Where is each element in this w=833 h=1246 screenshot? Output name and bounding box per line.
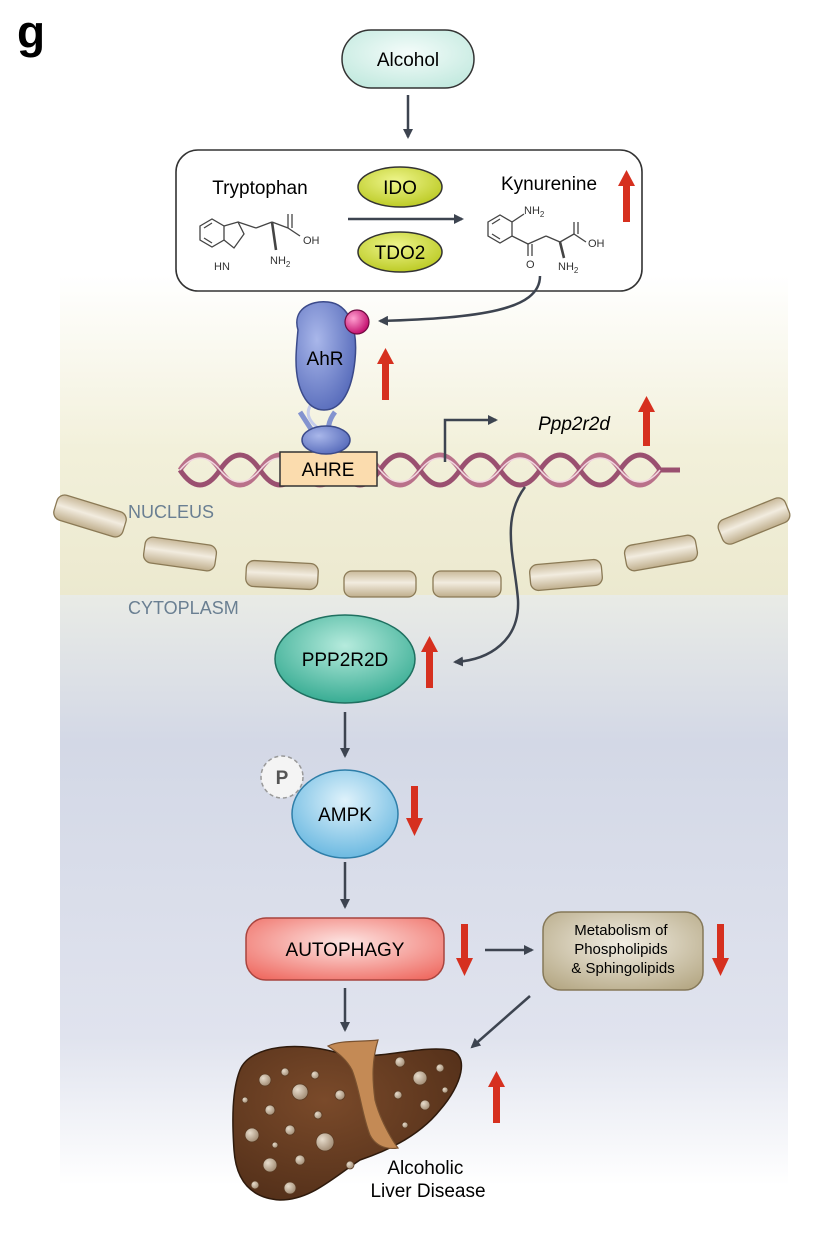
nucleus-label: NUCLEUS bbox=[128, 502, 214, 522]
ampk-down-arrow bbox=[406, 786, 423, 836]
tryptophan-nh2-label: NH2 bbox=[270, 255, 291, 269]
tdo2-label: TDO2 bbox=[375, 243, 426, 264]
dna-helix bbox=[177, 452, 680, 488]
metabolism-line-2: Phospholipids bbox=[574, 941, 667, 958]
ppp2r2d-node bbox=[274, 614, 416, 704]
ido-label: IDO bbox=[383, 178, 417, 199]
tryptophan-oh-label: OH bbox=[303, 235, 320, 247]
cytoplasm-label: CYTOPLASM bbox=[128, 598, 239, 618]
ahr-receptor bbox=[295, 301, 370, 455]
kynurenine-up-arrow bbox=[618, 170, 635, 222]
kynurenine-structure bbox=[487, 213, 587, 259]
ahr-up-arrow bbox=[377, 348, 394, 400]
ahr-label: AhR bbox=[307, 349, 344, 370]
ido-enzyme bbox=[357, 166, 443, 208]
autophagy-node bbox=[245, 917, 445, 981]
alcohol-node: Alcohol bbox=[341, 29, 475, 89]
nuclear-envelope bbox=[53, 494, 791, 598]
metabolism-line-1: Metabolism of bbox=[574, 922, 668, 939]
phosphate-group bbox=[260, 755, 304, 799]
ppp2r2d-gene-up-arrow bbox=[638, 396, 655, 446]
transcription-start-arrow bbox=[443, 415, 498, 462]
arrow-metabolism-to-liver bbox=[470, 995, 531, 1049]
liver-disease-line-1: Alcoholic bbox=[387, 1158, 463, 1179]
ampk-label: AMPK bbox=[318, 805, 372, 826]
metabolism-line-3: & Sphingolipids bbox=[571, 960, 674, 977]
tryptophan-hn-label: HN bbox=[214, 261, 230, 273]
liver-disease-line-2: Liver Disease bbox=[370, 1181, 485, 1202]
panel-letter: g bbox=[17, 6, 45, 58]
ppp2r2d-label: PPP2R2D bbox=[302, 650, 389, 671]
kynurenine-nh2-top-label: NH2 bbox=[524, 205, 545, 219]
tdo2-enzyme bbox=[357, 231, 443, 273]
liver-disease-label: Alcoholic Liver Disease bbox=[370, 1158, 485, 1202]
kynurenine-o-label: O bbox=[526, 259, 535, 271]
metabolism-label: Metabolism of Phospholipids & Sphingolip… bbox=[571, 922, 674, 977]
tryptophan-structure bbox=[199, 214, 301, 251]
tryptophan-label: Tryptophan bbox=[212, 178, 307, 199]
metabolism-node bbox=[542, 911, 704, 991]
ppp2r2d-gene-label: Ppp2r2d bbox=[538, 414, 611, 435]
kynurenine-label: Kynurenine bbox=[501, 174, 597, 195]
ahre-label: AHRE bbox=[302, 460, 355, 481]
kynurenine-nh2-bottom-label: NH2 bbox=[558, 261, 579, 275]
autophagy-down-arrow bbox=[456, 924, 473, 976]
kynurenine-pathway-box bbox=[175, 149, 643, 292]
phosphate-label: P bbox=[276, 768, 289, 789]
ppp2r2d-up-arrow bbox=[421, 636, 438, 688]
arrow-gene-to-ppp2r2d bbox=[453, 486, 526, 667]
arrow-kynurenine-to-ahr bbox=[378, 275, 542, 326]
autophagy-label: AUTOPHAGY bbox=[286, 940, 405, 961]
liver-disease-up-arrow bbox=[488, 1071, 505, 1123]
ampk-node bbox=[291, 769, 399, 859]
alcohol-label: Alcohol bbox=[377, 50, 439, 71]
kynurenine-oh-label: OH bbox=[588, 238, 605, 250]
liver-illustration bbox=[232, 1039, 463, 1201]
metabolism-down-arrow bbox=[712, 924, 729, 976]
